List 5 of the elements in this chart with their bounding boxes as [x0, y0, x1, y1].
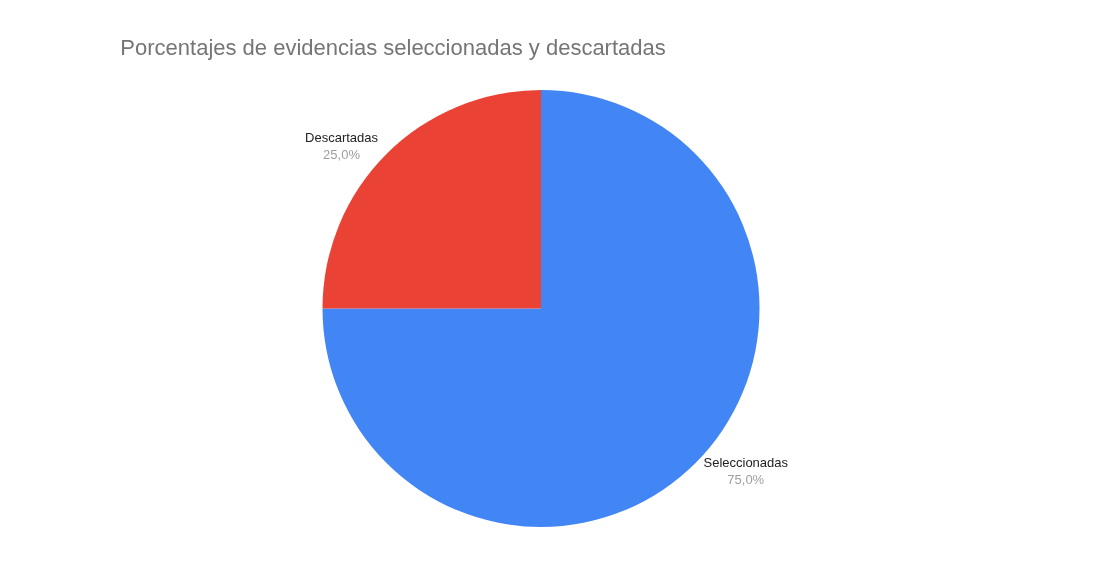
chart-title: Porcentajes de evidencias seleccionadas y descartadas: [120, 35, 666, 61]
slice-label: Descartadas: [305, 130, 379, 146]
data-label: 75,0%: [727, 471, 765, 487]
slice-label: Seleccionadas: [703, 455, 789, 471]
data-label: 25,0%: [323, 146, 361, 162]
